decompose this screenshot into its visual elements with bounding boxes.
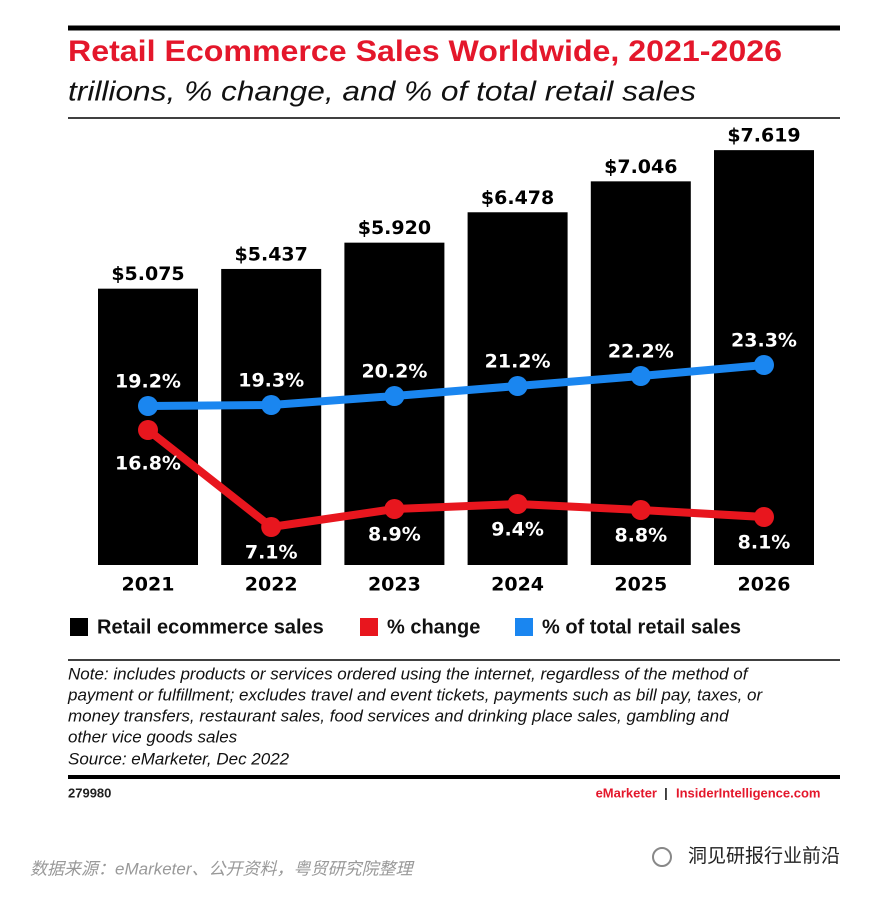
line-value-label: 8.9% <box>368 524 421 546</box>
legend-label: % change <box>387 616 480 638</box>
chart-id: 279980 <box>68 785 111 800</box>
bar-value-label: $7.619 <box>727 125 800 147</box>
line-point <box>138 420 158 440</box>
bar-value-label: $5.075 <box>111 263 184 285</box>
x-tick-label: 2023 <box>368 574 421 596</box>
line-point <box>630 500 651 520</box>
bar-value-label: $5.920 <box>358 217 431 239</box>
line-point <box>384 386 405 406</box>
line-value-label: 21.2% <box>485 351 551 373</box>
note-line: money transfers, restaurant sales, food … <box>68 706 729 725</box>
chart-title: Retail Ecommerce Sales Worldwide, 2021-2… <box>68 35 782 68</box>
note-line: Note: includes products or services orde… <box>68 664 750 683</box>
note-line: other vice goods sales <box>68 727 238 746</box>
line-point <box>261 395 282 415</box>
x-tick-label: 2025 <box>614 574 667 596</box>
line-value-label: 7.1% <box>245 542 298 564</box>
line-point <box>630 366 651 386</box>
bar-value-label: $7.046 <box>604 156 677 178</box>
line <box>147 361 765 410</box>
account: 洞见研报行业前沿 <box>688 845 840 867</box>
x-tick-label: 2021 <box>122 574 175 596</box>
legend-swatch <box>360 618 378 636</box>
brand: eMarketer <box>596 785 657 800</box>
caption: 数据来源：eMarketer、公开资料，粤贸研究院整理 <box>30 859 415 878</box>
bar <box>221 268 322 565</box>
line-value-label: 19.3% <box>238 370 304 392</box>
legend-label: % of total retail sales <box>542 616 741 638</box>
wechat-icon <box>652 847 672 867</box>
legend-label: Retail ecommerce sales <box>97 616 324 638</box>
source: Source: eMarketer, Dec 2022 <box>68 749 290 768</box>
note-line: payment or fulfillment; excludes travel … <box>67 685 764 704</box>
separator: | <box>664 785 668 800</box>
line-value-label: 16.8% <box>115 453 181 475</box>
line-value-label: 20.2% <box>361 361 427 383</box>
line-value-label: 22.2% <box>608 341 674 363</box>
x-tick-label: 2022 <box>245 574 298 596</box>
x-tick-label: 2024 <box>491 574 544 596</box>
line-value-label: 9.4% <box>491 519 544 541</box>
line-value-label: 8.1% <box>738 532 791 554</box>
line-point <box>507 494 528 514</box>
line-point <box>138 396 158 416</box>
chart-subtitle: trillions, % change, and % of total reta… <box>68 75 696 106</box>
legend-swatch <box>70 618 88 636</box>
line-point <box>261 517 282 537</box>
bar-value-label: $5.437 <box>235 243 308 265</box>
line-point <box>754 507 774 527</box>
x-tick-label: 2026 <box>738 574 791 596</box>
legend-swatch <box>515 618 533 636</box>
line-point <box>754 355 774 375</box>
line-value-label: 23.3% <box>731 330 797 352</box>
bar-value-label: $6.478 <box>481 187 554 209</box>
line-point <box>384 499 405 519</box>
line-value-label: 19.2% <box>115 371 181 393</box>
site: InsiderIntelligence.com <box>676 785 821 800</box>
line-point <box>507 376 528 396</box>
line <box>145 426 765 531</box>
line-value-label: 8.8% <box>614 525 667 547</box>
